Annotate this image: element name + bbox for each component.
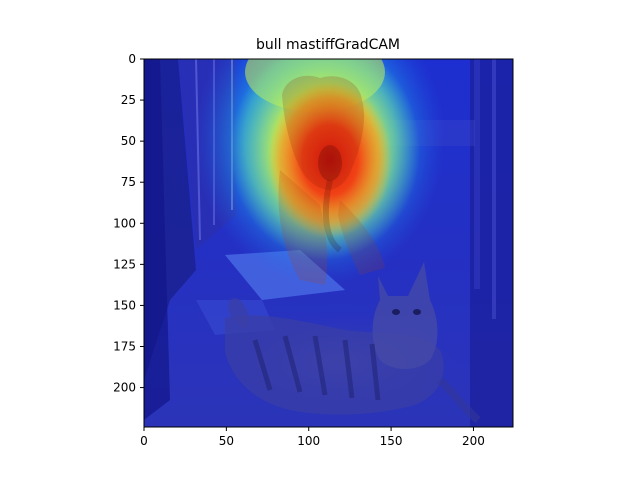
x-axis: 0 50 100 150 200 — [140, 427, 485, 448]
bull-mastiff — [278, 75, 385, 285]
y-tick-label: 25 — [121, 93, 136, 107]
y-tick-label: 200 — [113, 381, 136, 395]
y-axis: 0 25 50 75 100 125 150 175 200 — [113, 52, 144, 395]
axes-frame — [143, 58, 514, 428]
y-tick-label: 150 — [113, 298, 136, 312]
x-tick-label: 0 — [140, 434, 148, 448]
y-tick-label: 125 — [113, 257, 136, 271]
y-tick-label: 100 — [113, 216, 136, 230]
y-tick-label: 0 — [128, 52, 136, 66]
figure-title: bull mastiffGradCAM — [256, 37, 400, 53]
x-tick-label: 200 — [462, 434, 485, 448]
x-tick-label: 100 — [297, 434, 320, 448]
right-door — [380, 59, 513, 427]
y-tick-label: 175 — [113, 340, 136, 354]
heatmap-core — [268, 82, 392, 238]
gradcam-image — [144, 59, 513, 427]
x-tick-label: 50 — [219, 434, 234, 448]
cat — [220, 262, 481, 424]
y-tick-label: 50 — [121, 134, 136, 148]
y-tick-label: 75 — [121, 175, 136, 189]
x-tick-label: 150 — [380, 434, 403, 448]
